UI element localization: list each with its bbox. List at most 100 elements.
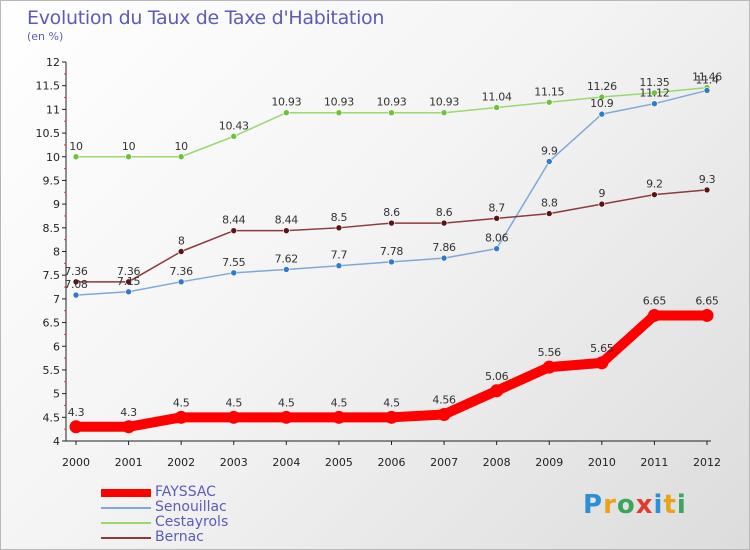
data-label-fayssac: 4.3 <box>120 406 137 419</box>
data-point-cestayrols <box>335 109 343 116</box>
data-label-bernac: 9.2 <box>646 178 663 191</box>
data-label-cestayrols: 10.93 <box>324 96 354 109</box>
data-label-fayssac: 4.56 <box>432 393 456 406</box>
data-label-cestayrols: 11.15 <box>534 85 564 98</box>
data-label-senouillac: 7.55 <box>222 256 246 269</box>
x-tick-label: 2009 <box>535 456 563 469</box>
legend-swatch-cestayrols <box>101 522 151 524</box>
y-tick-label: 7 <box>53 293 60 306</box>
data-point-bernac <box>125 278 132 286</box>
data-label-cestayrols: 11.26 <box>587 80 617 93</box>
y-tick-label: 8 <box>53 246 60 259</box>
data-label-bernac: 8.7 <box>488 201 505 214</box>
data-label-fayssac: 5.56 <box>538 346 562 359</box>
data-point-bernac <box>283 227 290 234</box>
data-label-senouillac: 7.08 <box>64 278 88 291</box>
data-point-fayssac <box>437 407 451 421</box>
data-label-bernac: 8.44 <box>275 214 299 227</box>
data-label-fayssac: 4.5 <box>225 396 242 409</box>
data-label-bernac: 8 <box>178 235 185 248</box>
data-point-cestayrols <box>651 89 658 97</box>
data-label-senouillac: 7.78 <box>380 245 404 258</box>
proxiti-logo: Proxiti <box>583 490 687 520</box>
data-label-senouillac: 11.4 <box>695 73 719 86</box>
legend-swatch-senouillac <box>101 507 151 509</box>
data-point-fayssac <box>595 356 609 370</box>
y-tick-label: 7.5 <box>43 269 61 282</box>
data-label-fayssac: 6.65 <box>695 294 719 307</box>
data-point-fayssac <box>332 410 346 424</box>
data-label-fayssac: 4.3 <box>68 406 85 419</box>
data-label-cestayrols: 11.35 <box>639 76 669 89</box>
data-point-bernac <box>598 200 606 208</box>
data-point-senouillac <box>493 245 500 252</box>
line-chart: 44.555.566.577.588.599.51010.51111.51220… <box>36 56 723 469</box>
data-label-senouillac: 8.06 <box>485 232 509 245</box>
y-tick-label: 6 <box>53 340 60 353</box>
series-line-fayssac <box>71 310 712 432</box>
logo-letter: P <box>583 490 604 520</box>
data-label-bernac: 7.36 <box>117 265 141 278</box>
data-point-bernac <box>651 191 658 198</box>
data-label-fayssac: 4.5 <box>173 396 190 409</box>
data-label-bernac: 8.6 <box>436 206 453 219</box>
x-tick-label: 2005 <box>325 456 353 469</box>
data-point-bernac <box>230 227 238 234</box>
data-point-bernac <box>703 186 711 194</box>
data-label-cestayrols: 10 <box>122 140 136 153</box>
y-tick-label: 9.5 <box>43 174 61 187</box>
data-label-bernac: 8.5 <box>331 211 348 224</box>
data-point-cestayrols <box>598 93 606 101</box>
data-label-senouillac: 11.12 <box>639 87 669 100</box>
data-label-bernac: 8.44 <box>222 214 246 227</box>
data-point-fayssac <box>490 384 504 398</box>
y-tick-label: 12 <box>46 56 60 69</box>
data-point-fayssac <box>69 420 83 434</box>
x-tick-label: 2000 <box>62 456 90 469</box>
data-point-cestayrols <box>545 98 553 106</box>
data-point-bernac <box>335 224 343 232</box>
data-label-cestayrols: 11.04 <box>482 90 512 103</box>
legend-swatch-fayssac <box>101 489 151 497</box>
logo-letter: t <box>663 490 677 520</box>
data-point-bernac <box>72 278 80 286</box>
y-tick-label: 11.5 <box>36 80 61 93</box>
data-point-cestayrols <box>493 104 500 111</box>
data-label-bernac: 7.36 <box>64 265 88 278</box>
logo-letter: i <box>676 490 687 520</box>
data-point-senouillac <box>335 262 343 270</box>
data-point-bernac <box>388 219 395 227</box>
data-point-fayssac <box>647 308 661 322</box>
data-label-cestayrols: 10 <box>174 140 188 153</box>
data-point-senouillac <box>177 278 185 286</box>
y-tick-label: 4 <box>53 435 60 448</box>
data-label-senouillac: 7.7 <box>331 249 348 262</box>
chart-title: Evolution du Taux de Taxe d'Habitation <box>27 7 385 29</box>
x-tick-label: 2006 <box>378 456 406 469</box>
y-tick-label: 10 <box>46 151 60 164</box>
data-point-senouillac <box>72 291 80 299</box>
x-tick-label: 2012 <box>693 456 721 469</box>
data-label-senouillac: 10.9 <box>590 97 614 110</box>
logo-letter: x <box>635 490 654 520</box>
data-label-cestayrols: 10 <box>69 140 83 153</box>
data-point-senouillac <box>545 158 553 165</box>
y-tick-label: 6.5 <box>43 317 61 330</box>
data-label-fayssac: 5.06 <box>485 370 509 383</box>
legend-swatch-bernac <box>101 537 151 539</box>
data-label-fayssac: 4.5 <box>331 396 348 409</box>
data-point-fayssac <box>700 308 714 322</box>
data-label-senouillac: 7.86 <box>432 241 456 254</box>
data-label-bernac: 9 <box>598 187 605 200</box>
data-point-fayssac <box>122 420 136 434</box>
data-point-fayssac <box>385 410 398 424</box>
logo-letter: i <box>653 490 664 520</box>
legend-label-fayssac: FAYSSAC <box>155 484 216 500</box>
series-lines <box>69 84 714 434</box>
x-tick-label: 2010 <box>588 456 616 469</box>
data-point-senouillac <box>651 100 658 107</box>
data-point-cestayrols <box>440 109 448 116</box>
data-point-cestayrols <box>72 153 80 161</box>
x-tick-label: 2003 <box>220 456 248 469</box>
logo-letter: o <box>616 490 636 520</box>
